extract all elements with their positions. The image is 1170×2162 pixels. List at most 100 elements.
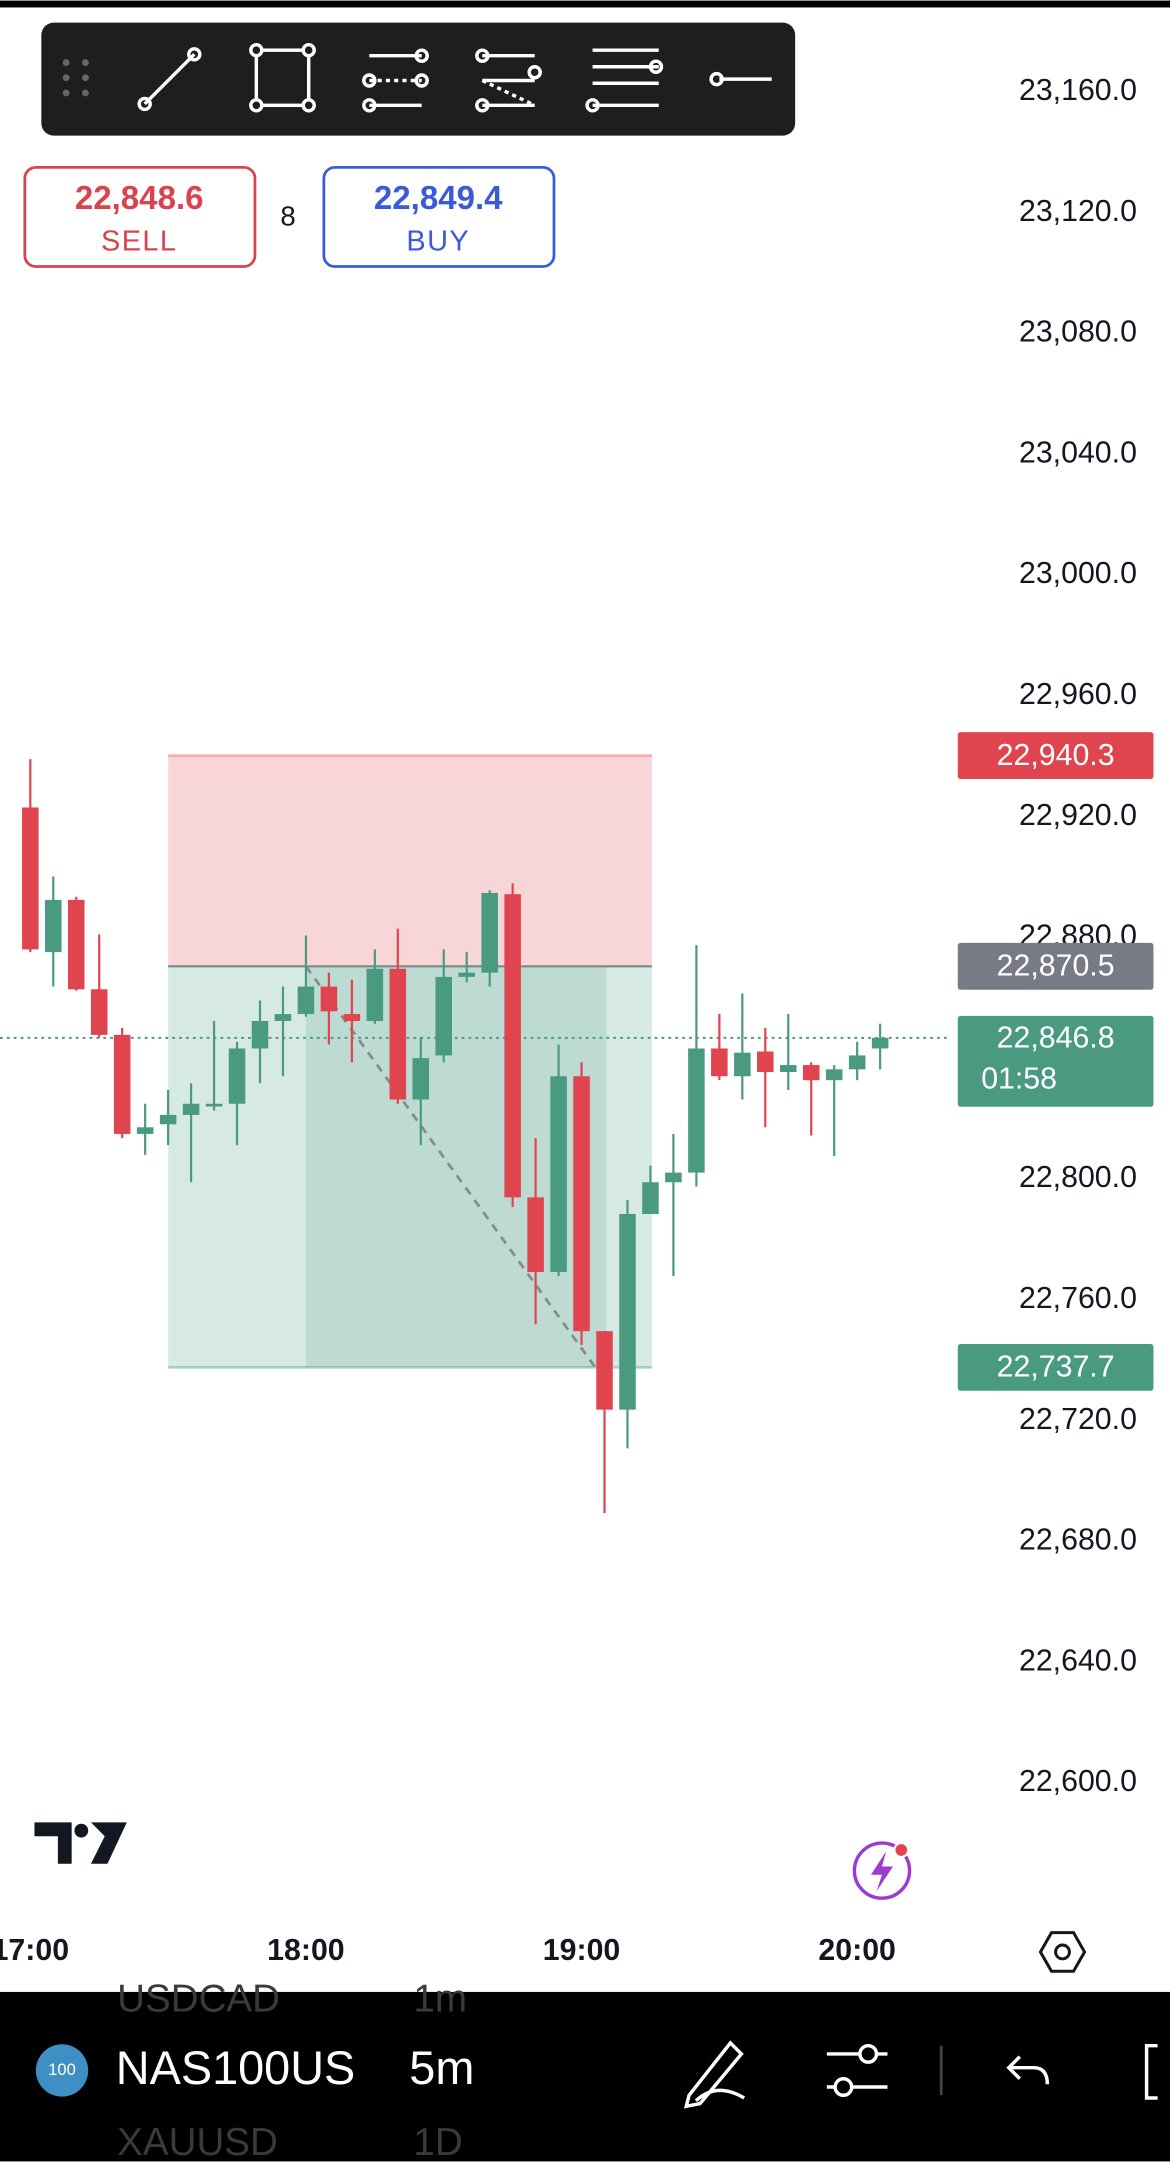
sell-button[interactable]: 22,848.6 SELL [23,165,257,268]
candle-body [825,1069,843,1081]
symbol-badge: 100 [48,2060,76,2079]
sell-label: SELL [101,226,177,258]
plot-area [0,754,951,1513]
candle-body [871,1037,889,1049]
current-price-tag-bg [957,1015,1154,1107]
y-tick-label: 23,120.0 [1019,195,1137,228]
candle-body [389,968,407,1100]
candle-body [274,1014,292,1021]
candle-body [182,1103,200,1115]
watchlist-symbol: USDCAD [117,1978,280,2021]
entry-price-tag-bg [957,942,1154,990]
candle-body [22,807,39,950]
indicators-button[interactable] [826,2043,888,2097]
parallel-channel-tool[interactable] [362,48,429,113]
candle-body [320,986,338,1012]
candle-body [136,1127,154,1134]
candle-body [504,894,521,1198]
x-tick-label: 17:00 [0,1934,69,1967]
target-price-tag-bg [957,1343,1154,1391]
y-tick-label: 23,000.0 [1019,557,1137,590]
buy-button[interactable]: 22,849.4 BUY [322,165,556,268]
candle-body [343,1014,361,1021]
undo-button[interactable] [1006,2055,1050,2085]
target-price-tag: 22,737.7 [997,1351,1115,1384]
candle-body [642,1182,659,1214]
watchlist-interval: 1m [413,1978,467,2021]
y-tick-label: 22,680.0 [1019,1524,1137,1557]
candle-body [757,1051,774,1073]
symbol-badge-bg [35,2044,89,2097]
candle-body [802,1065,820,1081]
current-price-tag: 22,846.8 [997,1021,1115,1054]
stop-price-tag: 22,940.3 [997,739,1115,772]
x-tick-label: 18:00 [267,1934,345,1967]
watchlist-symbol: XAUUSD [117,2121,278,2162]
horizontal-line-tool[interactable] [709,71,772,87]
x-tick-label: 19:00 [543,1934,621,1967]
stop-zone [168,755,652,967]
candle-body [251,1020,269,1049]
candle-body [412,1058,430,1100]
candle-body [113,1034,131,1134]
y-tick-label: 22,720.0 [1019,1403,1137,1436]
rectangle-tool[interactable] [249,42,316,113]
draw-button[interactable] [683,2040,746,2109]
entry-price-tag: 22,870.5 [997,950,1115,983]
buy-label: BUY [406,226,470,258]
candle-body [90,989,108,1035]
symbol-button[interactable]: NAS100US [116,2042,356,2094]
candle-body [458,972,475,977]
settings-button[interactable] [1038,1931,1087,1973]
candle-body [550,1076,567,1272]
symbol: NAS100US [116,2042,356,2094]
candle-body [228,1048,246,1104]
countdown: 01:58 [981,1063,1057,1096]
watchlist-interval: 1D [413,2121,462,2162]
candle-body [573,1076,590,1332]
spread: 8 [280,201,295,232]
stop-price-tag-bg [957,732,1154,779]
candle-body [619,1213,636,1410]
y-tick-label: 22,920.0 [1019,799,1137,832]
candle-body [45,899,62,953]
fib-tool[interactable] [585,48,664,113]
candle-body [780,1065,797,1073]
status-strip [0,0,1170,8]
drag-handle[interactable] [62,59,89,97]
candle-body [734,1052,751,1077]
interval[interactable]: 5m [409,2042,474,2094]
y-tick-label: 22,640.0 [1019,1644,1137,1677]
candle-body [205,1103,223,1107]
price-axis: 23,160.0 23,120.0 23,080.0 23,040.0 23,000.0… [957,74,1154,1798]
y-tick-label: 22,800.0 [1019,1161,1137,1194]
y-tick-label: 23,080.0 [1019,316,1137,349]
candle-body [711,1048,728,1077]
lightning-button[interactable] [852,1841,912,1900]
target-zone [168,966,652,1368]
pitchfork-tool[interactable] [475,48,542,113]
candle-body [527,1197,544,1272]
trade-path [304,965,597,1369]
candle-body [159,1114,177,1125]
candle-body [665,1172,682,1183]
sell-price: 22,848.6 [75,180,204,217]
y-tick-label: 23,160.0 [1019,74,1137,107]
candle-body [481,892,498,973]
candle-body [366,968,384,1021]
candle-body [297,986,315,1015]
candle-body [848,1055,866,1070]
candle-body [596,1331,613,1410]
bottom-bar [0,1991,1170,2162]
candle-body [67,899,85,990]
trend-line-tool[interactable] [137,47,202,112]
y-tick-label: 22,960.0 [1019,678,1137,711]
tradingview-logo [34,1822,127,1864]
y-tick-label: 23,040.0 [1019,436,1137,469]
fullscreen-button[interactable] [1144,2043,1158,2100]
y-tick-label: 22,600.0 [1019,1765,1137,1798]
buy-price: 22,849.4 [374,180,503,217]
